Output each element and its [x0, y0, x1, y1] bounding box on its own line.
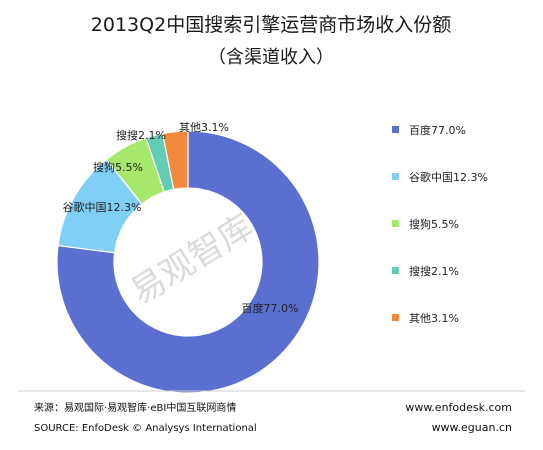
- legend-swatch-4: [392, 267, 399, 274]
- legend: 百度77.0% 谷歌中国12.3% 搜狗5.5% 搜搜2.1% 其他3.1%: [392, 123, 488, 325]
- slice-soso-label: 搜搜2.1%: [116, 128, 166, 142]
- footer-source-cn: 来源：易观国际·易观智库·eBI中国互联网商情: [34, 401, 236, 414]
- legend-label-2: 谷歌中国12.3%: [409, 170, 488, 184]
- legend-swatch-5: [392, 314, 399, 321]
- legend-label-5: 其他3.1%: [409, 312, 459, 325]
- footer-url-eguan: www.eguan.cn: [432, 421, 512, 434]
- legend-swatch-3: [392, 220, 399, 227]
- slice-labels: 百度77.0% 谷歌中国12.3% 搜狗5.5% 搜搜2.1% 其他3.1%: [63, 121, 299, 315]
- slice-baidu: [56, 130, 320, 394]
- legend-swatch-1: [392, 126, 399, 133]
- footer-url-enfodesk: www.enfodesk.com: [405, 401, 512, 414]
- chart-subtitle: （含渠道收入）: [208, 47, 334, 68]
- watermark: 易观智库: [124, 207, 261, 313]
- slice-baidu-label: 百度77.0%: [242, 301, 299, 315]
- slice-sogou-label: 搜狗5.5%: [93, 160, 143, 174]
- slice-other-label: 其他3.1%: [179, 121, 229, 134]
- legend-label-4: 搜搜2.1%: [409, 264, 459, 278]
- legend-label-3: 搜狗5.5%: [409, 217, 459, 231]
- slice-other: [161, 130, 189, 191]
- pie-slices: [56, 130, 320, 394]
- legend-label-1: 百度77.0%: [409, 123, 466, 137]
- slice-google-china-label: 谷歌中国12.3%: [63, 200, 142, 214]
- legend-swatch-2: [392, 173, 399, 180]
- chart-title: 2013Q2中国搜索引擎运营商市场收入份额: [91, 14, 451, 36]
- footer-source-en: SOURCE: EnfoDesk © Analysys Internationa…: [34, 423, 257, 434]
